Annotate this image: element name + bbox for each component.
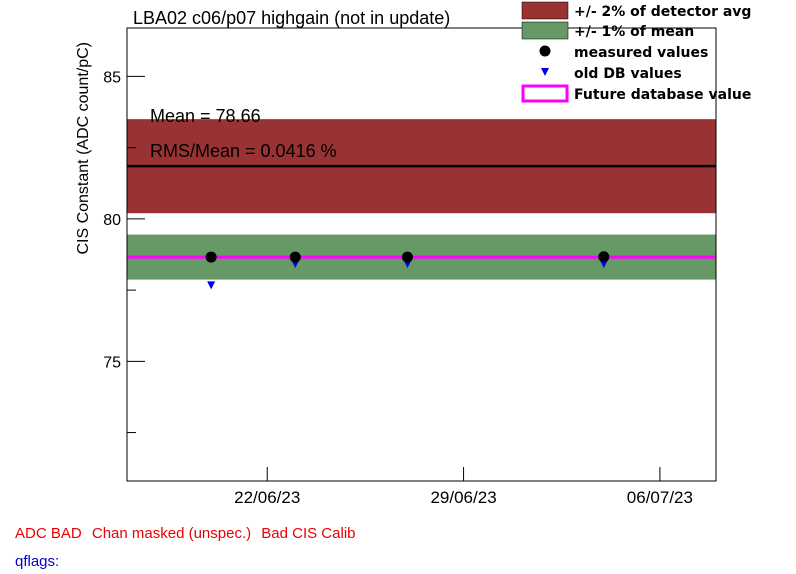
rms-annotation: RMS/Mean = 0.0416 % [150,141,337,161]
axes-layer: 75 80 85 22/06/23 29/06/23 06/07/23 [103,69,693,507]
chart-title: LBA02 c06/p07 highgain (not in update) [133,8,450,28]
legend: +/- 2% of detector avg +/- 1% of mean me… [521,1,751,103]
legend-label-future-db: Future database value [574,87,751,103]
legend-swatch-detector-avg [521,1,569,20]
old-db-point [207,281,216,290]
flag-adc-bad: ADC BAD [15,525,82,542]
plot-frame [126,27,717,482]
legend-label-mean-band: +/- 1% of mean [574,24,694,40]
measured-point [598,251,610,263]
legend-label-measured: measured values [574,45,708,61]
y-tick-label: 85 [103,69,121,86]
legend-label-detector-avg: +/- 2% of detector avg [574,4,751,20]
y-tick-label: 75 [103,354,121,371]
legend-marker-old-db [541,68,549,76]
qflags-label: qflags: [15,553,60,570]
legend-label-old-db: old DB values [574,66,682,82]
old-db-point [599,260,608,269]
measured-point [401,251,413,263]
mean-annotation: Mean = 78.66 [150,106,261,126]
x-tick-label: 06/07/23 [627,488,693,507]
flag-bad-cis-calib: Bad CIS Calib [261,525,356,542]
y-axis-label: CIS Constant (ADC count/pC) [75,42,92,255]
measured-point [289,251,301,263]
measured-point [205,251,217,263]
data-points-layer [205,251,610,290]
x-tick-label: 29/06/23 [430,488,496,507]
x-tick-label: 22/06/23 [234,488,300,507]
reference-lines-layer [127,164,716,259]
flag-chan-masked: Chan masked (unspec.) [91,525,252,542]
status-flags: ADC BAD Chan masked (unspec.) Bad CIS Ca… [15,525,362,542]
legend-marker-measured [539,45,551,57]
legend-swatch-future-db [521,84,569,103]
y-tick-label: 80 [103,212,121,229]
legend-swatch-mean-band [521,21,569,40]
